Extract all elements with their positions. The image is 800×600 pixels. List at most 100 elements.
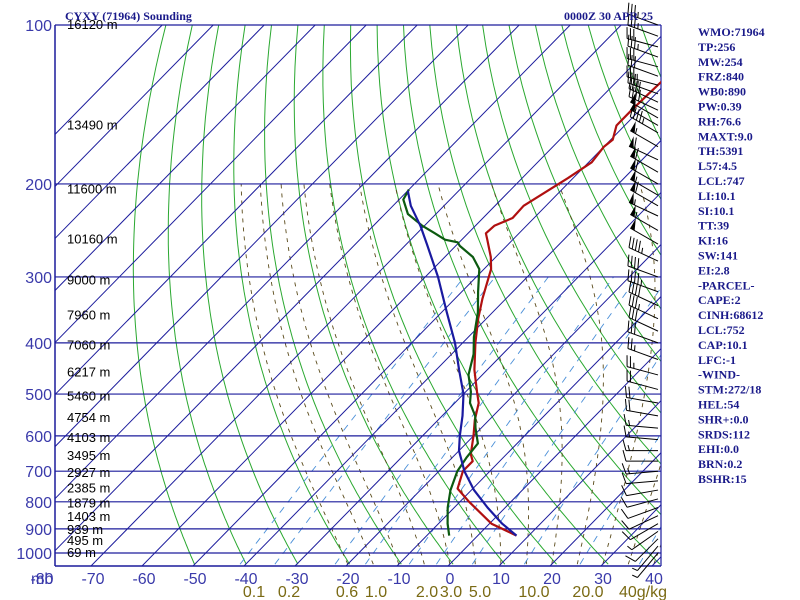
mixing-ratio-line — [523, 354, 661, 565]
dry-adiabat — [534, 25, 661, 310]
wind-barb — [622, 450, 658, 462]
wind-barbs — [620, 2, 659, 578]
mixing-ratio-line — [579, 432, 661, 565]
isotherm — [498, 399, 661, 566]
station-title: CYXY (71964) Sounding — [65, 9, 192, 23]
wind-barb-shaft — [630, 116, 659, 134]
wind-barb-half-feather — [628, 419, 631, 426]
mixing-ratio-line — [239, 276, 465, 565]
height-label: 1879 m — [67, 495, 110, 510]
wind-barb — [627, 13, 659, 37]
height-label: 1403 m — [67, 509, 110, 524]
isotherm — [55, 25, 163, 136]
wind-barb-pennant — [630, 180, 636, 193]
wind-barb — [628, 280, 659, 307]
wind-barb-feather — [631, 237, 635, 250]
wind-barb — [626, 355, 659, 376]
wind-barb-feather — [628, 293, 632, 306]
wind-barb — [621, 515, 659, 530]
wind-barb-feather — [628, 280, 632, 293]
temperature-tick-label: -20 — [336, 571, 359, 588]
index-item: TH:5391 — [698, 144, 743, 158]
wind-barb — [627, 337, 659, 360]
wind-barb-feather — [632, 107, 637, 119]
height-label: 16120 m — [67, 17, 118, 32]
wind-barb — [626, 65, 659, 86]
wind-barb-feather — [633, 137, 637, 149]
wind-barb-feather — [634, 80, 638, 92]
wind-barb-feather — [638, 89, 641, 102]
wind-barb-feather — [634, 56, 636, 68]
index-item: LFC:-1 — [698, 353, 736, 367]
pressure-tick-label: 1000 — [16, 546, 52, 563]
wind-barb-feather — [638, 81, 641, 94]
mixing-ratio-label: 2.0 — [416, 584, 438, 600]
wind-barb-shaft — [627, 331, 659, 344]
mixing-ratio-line — [408, 276, 614, 565]
wind-barb — [628, 293, 659, 320]
pressure-tick-label: 100 — [25, 18, 52, 35]
index-item: SI:10.1 — [698, 204, 734, 218]
wind-barb-shaft — [627, 280, 659, 293]
wind-barb-feather — [634, 148, 639, 160]
wind-barb-feather — [634, 5, 636, 17]
wind-barb — [623, 413, 659, 429]
mixing-ratio-label: 5.0 — [469, 584, 491, 600]
dry-adiabat — [482, 25, 661, 414]
wind-barb-feather — [630, 3, 633, 16]
pressure-tick-label: 300 — [25, 270, 52, 287]
wind-barb-half-feather — [641, 247, 644, 254]
wind-barb — [632, 545, 659, 571]
index-item: RH:76.6 — [698, 114, 741, 128]
wind-barb — [627, 269, 659, 293]
wind-barb-shaft — [626, 498, 659, 508]
dry-adiabat — [132, 25, 195, 565]
wind-barb — [624, 398, 659, 417]
wind-barb-feather — [637, 258, 640, 270]
moist-adiabat — [359, 183, 476, 565]
wind-barb-feather — [631, 86, 635, 99]
index-item: MW:254 — [698, 55, 743, 69]
isotherm — [55, 25, 418, 396]
isotherm — [294, 191, 661, 566]
wind-barb-shaft — [627, 265, 659, 278]
wind-barb-feather — [622, 439, 627, 451]
wind-barb-feather — [634, 159, 639, 172]
wind-barb-feather — [631, 78, 635, 91]
background-lines — [55, 25, 661, 566]
wind-barb-shaft — [630, 189, 659, 207]
wind-barb-half-feather — [634, 176, 638, 183]
isotherm — [345, 243, 661, 566]
wind-barb-shaft — [628, 145, 659, 161]
pressure-tick-label: 800 — [25, 495, 52, 512]
temperature-tick-label: 20 — [543, 571, 561, 588]
wind-barb-feather — [628, 306, 632, 318]
wind-barb-feather — [637, 272, 640, 285]
wind-barb-feather — [627, 13, 630, 26]
moist-adiabat — [394, 183, 502, 565]
wind-barb-feather — [634, 88, 638, 100]
wind-barb-feather — [624, 386, 627, 398]
wind-barb-feather — [628, 236, 632, 248]
wind-barb-shaft — [630, 155, 659, 173]
pressure-tick-label: 200 — [25, 177, 52, 194]
height-label: 939 m — [67, 522, 103, 537]
index-item: STM:272/18 — [698, 383, 761, 397]
dry-adiabat — [429, 25, 661, 516]
moist-adiabat — [240, 183, 349, 565]
wind-barb-shaft — [628, 304, 659, 320]
wind-barb — [621, 485, 659, 497]
height-label: 7960 m — [67, 308, 110, 323]
dewpoint-line — [402, 189, 481, 536]
wind-barb — [621, 472, 659, 485]
isotherm — [192, 87, 661, 566]
wind-barb-shaft — [626, 409, 659, 417]
wind-barb-feather — [620, 497, 628, 508]
wind-barb-shaft — [627, 507, 659, 519]
wind-barb — [627, 320, 659, 344]
wind-barb-feather — [628, 85, 632, 97]
wind-barb-feather — [628, 77, 632, 89]
wind-barb-feather — [630, 270, 633, 283]
wind-barb-feather — [620, 508, 629, 519]
height-label: 5460 m — [67, 388, 110, 403]
